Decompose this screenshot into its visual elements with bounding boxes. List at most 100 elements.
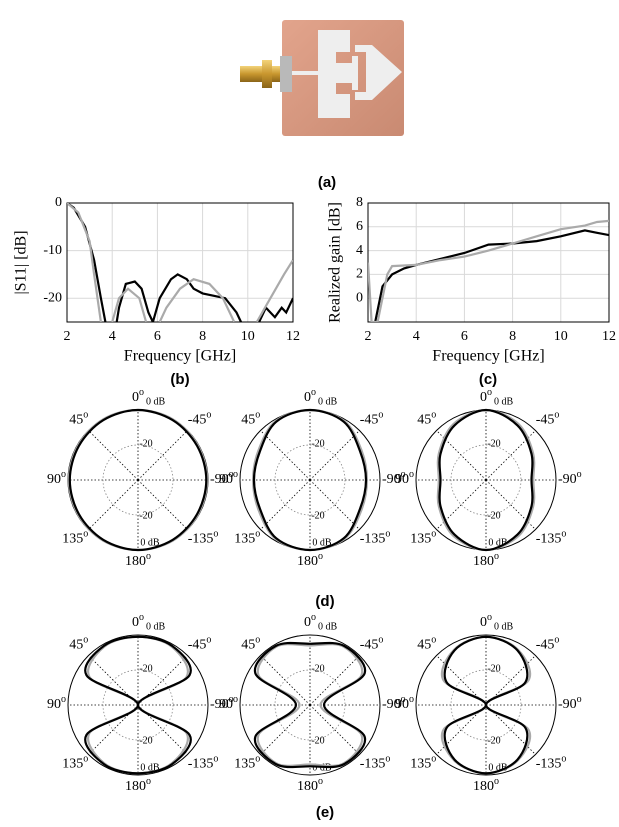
- degree-mark: o: [255, 528, 260, 539]
- degree-mark: o: [206, 634, 211, 645]
- angle-label: 135o: [62, 753, 88, 771]
- degree-mark: o: [83, 528, 88, 539]
- r-tick-label: -20: [139, 735, 152, 746]
- angle-value: 0: [304, 390, 311, 405]
- degree-mark: o: [487, 387, 492, 398]
- x-tick-label: 4: [413, 329, 420, 344]
- degree-mark: o: [561, 528, 566, 539]
- r-tick-label: -20: [487, 735, 500, 746]
- degree-mark: o: [494, 776, 499, 787]
- r-tick-label: 0 dB: [494, 621, 514, 632]
- angle-value: 180: [125, 554, 146, 569]
- degree-mark: o: [378, 409, 383, 420]
- angle-value: 90: [395, 697, 409, 712]
- pattern-curve: [443, 635, 529, 775]
- degree-mark: o: [318, 551, 323, 562]
- degree-mark: o: [229, 694, 234, 705]
- angle-grid: [260, 479, 311, 530]
- degree-mark: o: [233, 694, 238, 705]
- r-tick-label: 0 dB: [140, 762, 160, 773]
- angle-label: -135o: [536, 753, 567, 771]
- r-tick-label: -20: [311, 735, 324, 746]
- angle-value: 135: [234, 757, 255, 772]
- angle-value: 135: [234, 532, 255, 547]
- y-axis-label: |S11| [dB]: [13, 230, 30, 294]
- degree-mark: o: [255, 753, 260, 764]
- x-tick-label: 6: [154, 329, 161, 344]
- angle-label: 135o: [410, 753, 436, 771]
- r-tick-label: 0 dB: [488, 537, 508, 548]
- degree-mark: o: [61, 469, 66, 480]
- pattern-curve: [256, 643, 364, 767]
- angle-label: 180o: [473, 776, 499, 794]
- angle-value: -135: [536, 532, 562, 547]
- degree-mark: o: [487, 612, 492, 623]
- angle-label: 45o: [417, 409, 436, 427]
- angle-label: 90o: [395, 694, 414, 712]
- angle-label: -45o: [360, 634, 384, 652]
- angle-value: 135: [410, 532, 431, 547]
- pattern-curve: [253, 641, 367, 769]
- angle-value: -135: [536, 757, 562, 772]
- angle-value: 135: [410, 757, 431, 772]
- angle-grid: [485, 479, 536, 530]
- angle-label: 180o: [125, 776, 151, 794]
- angle-value: 135: [62, 532, 83, 547]
- angle-value: 90: [219, 472, 233, 487]
- angle-grid: [485, 430, 536, 481]
- antenna-photo: [240, 20, 404, 136]
- degree-mark: o: [255, 634, 260, 645]
- angle-value: 0: [132, 390, 139, 405]
- angle-label: 180o: [125, 551, 151, 569]
- angle-value: -90: [210, 697, 229, 712]
- degree-mark: o: [385, 753, 390, 764]
- angle-grid: [137, 479, 188, 530]
- angle-value: -45: [188, 638, 207, 653]
- angle-value: 45: [69, 413, 83, 428]
- angle-value: -135: [188, 532, 214, 547]
- line-series: [368, 219, 609, 322]
- radial-grid: [415, 634, 557, 776]
- degree-mark: o: [554, 409, 559, 420]
- r-tick-label: -20: [139, 510, 152, 521]
- angle-label: -45o: [188, 409, 212, 427]
- angle-grid: [260, 704, 311, 755]
- r-tick-label: -20: [311, 510, 324, 521]
- degree-mark: o: [61, 694, 66, 705]
- angle-label: -90o: [382, 469, 406, 487]
- r-tick-label: -20: [487, 510, 500, 521]
- angle-label: -135o: [188, 753, 219, 771]
- pattern-curve: [84, 635, 192, 775]
- degree-mark: o: [431, 753, 436, 764]
- angle-value: 45: [417, 638, 431, 653]
- x-tick-label: 12: [602, 329, 616, 344]
- radial-grid: [67, 634, 209, 776]
- caption: (c): [479, 371, 497, 388]
- y-axis-label: Realized gain [dB]: [327, 202, 344, 323]
- angle-label: 0o: [132, 612, 144, 630]
- angle-label: 90o: [47, 694, 66, 712]
- r-tick-label: -20: [311, 438, 324, 449]
- y-tick-label: -20: [43, 290, 62, 305]
- y-tick-label: 0: [356, 290, 363, 305]
- degree-mark: o: [83, 753, 88, 764]
- angle-label: 0o: [480, 387, 492, 405]
- angle-value: 180: [473, 554, 494, 569]
- angle-label: 45o: [69, 634, 88, 652]
- angle-grid: [436, 430, 487, 481]
- y-tick-label: 4: [356, 243, 363, 258]
- degree-mark: o: [311, 387, 316, 398]
- degree-mark: o: [577, 469, 582, 480]
- angle-label: 0o: [304, 387, 316, 405]
- angle-value: 0: [480, 615, 487, 630]
- angle-grid: [309, 479, 360, 530]
- x-tick-label: 10: [554, 329, 568, 344]
- axes-frame: [367, 202, 610, 323]
- radial-grid: [274, 444, 346, 516]
- angle-label: -135o: [536, 528, 567, 546]
- degree-mark: o: [494, 551, 499, 562]
- angle-label: -90o: [558, 469, 582, 487]
- angle-value: 0: [480, 390, 487, 405]
- angle-value: 0: [304, 615, 311, 630]
- caption: (d): [315, 593, 334, 610]
